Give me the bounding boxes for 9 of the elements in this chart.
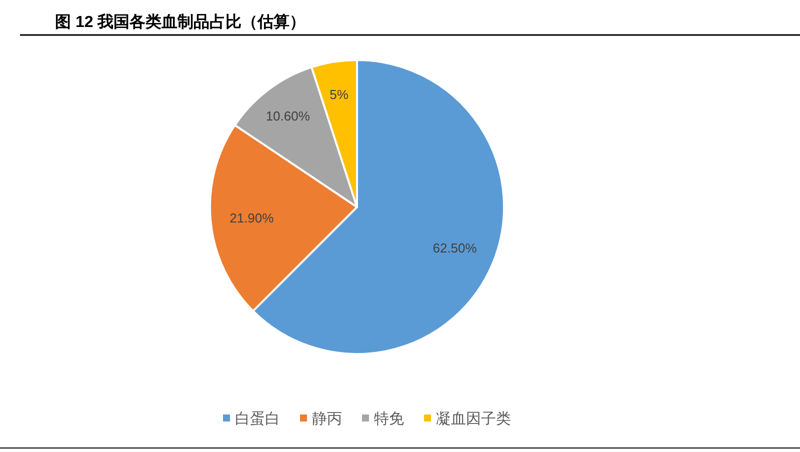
data-label: 21.90%: [230, 210, 274, 226]
legend-label: 凝血因子类: [436, 410, 511, 428]
legend-label: 静丙: [312, 410, 342, 428]
data-label: 5%: [330, 86, 349, 102]
data-label: 10.60%: [266, 108, 310, 124]
chart-title: 图 12 我国各类血制品占比（估算）: [55, 13, 306, 31]
legend-label: 特免: [374, 410, 404, 428]
data-label: 62.50%: [432, 240, 478, 256]
legend-label: 白蛋白: [235, 410, 280, 428]
